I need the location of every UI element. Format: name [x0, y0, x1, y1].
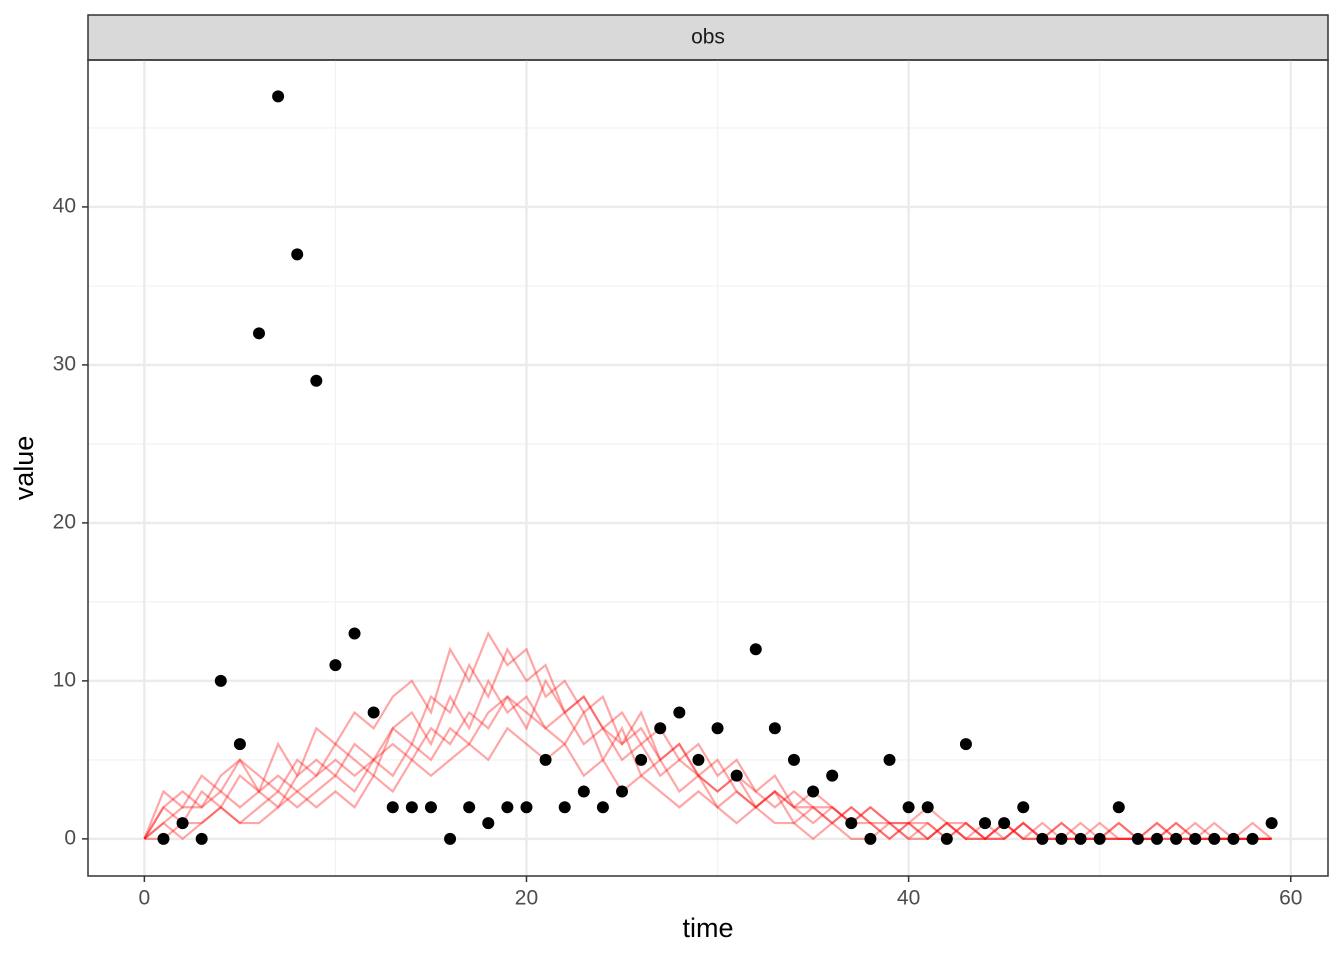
observation-point: [845, 817, 858, 830]
observation-point: [520, 801, 533, 814]
observation-point: [940, 832, 953, 845]
observation-point: [253, 327, 266, 340]
observation-point: [1055, 832, 1068, 845]
observation-point: [233, 738, 246, 751]
observation-point: [329, 659, 342, 672]
simulation-line: [143, 631, 1272, 841]
observation-point: [692, 753, 705, 766]
observation-point: [787, 753, 800, 766]
y-tick-label: 30: [53, 352, 76, 375]
facet-strip: [87, 14, 1329, 61]
x-tick-label: 0: [139, 887, 151, 910]
observation-point: [768, 722, 781, 735]
observation-point: [424, 801, 437, 814]
observation-point: [482, 817, 495, 830]
x-axis-title: time: [682, 913, 733, 943]
observation-point: [1170, 832, 1183, 845]
x-tick-label: 60: [1279, 887, 1302, 910]
x-tick-label: 40: [897, 887, 920, 910]
observation-point: [596, 801, 609, 814]
observation-point: [883, 753, 896, 766]
observation-point: [195, 832, 208, 845]
observation-point: [673, 706, 686, 719]
observation-point: [405, 801, 418, 814]
observation-point: [463, 801, 476, 814]
observation-point: [730, 769, 743, 782]
observation-point: [998, 817, 1011, 830]
observation-point: [157, 832, 170, 845]
observation-point: [826, 769, 839, 782]
observation-point: [1265, 817, 1278, 830]
observation-point: [616, 785, 629, 798]
observation-point: [1227, 832, 1240, 845]
observation-point: [1017, 801, 1030, 814]
panel-border: [87, 59, 1329, 877]
observation-point: [654, 722, 667, 735]
observation-point: [921, 801, 934, 814]
observation-point: [539, 753, 552, 766]
observation-point: [176, 817, 189, 830]
observation-point: [749, 643, 762, 656]
simulation-line: [144, 678, 1273, 841]
observation-point: [577, 785, 590, 798]
observation-point: [1093, 832, 1106, 845]
observation-point: [959, 738, 972, 751]
y-tick-label: 40: [53, 194, 76, 217]
observation-point: [501, 801, 514, 814]
observation-point: [1074, 832, 1087, 845]
observation-point: [807, 785, 820, 798]
observation-point: [1189, 832, 1202, 845]
y-tick-label: 20: [53, 510, 76, 533]
observation-point: [711, 722, 724, 735]
y-axis-title: value: [9, 436, 39, 501]
y-tick-label: 0: [64, 826, 76, 849]
observation-point: [979, 817, 992, 830]
observation-point: [214, 674, 227, 687]
observation-point: [902, 801, 915, 814]
observation-point: [291, 248, 304, 261]
simulation-line: [143, 646, 1272, 841]
observation-point: [386, 801, 399, 814]
y-tick-label: 10: [53, 668, 76, 691]
observation-point: [348, 627, 361, 640]
x-tick-label: 20: [515, 887, 538, 910]
observation-point: [635, 753, 648, 766]
observation-point: [310, 374, 323, 387]
facet-label: obs: [691, 26, 725, 49]
observation-point: [444, 832, 457, 845]
observation-point: [367, 706, 380, 719]
observation-point: [558, 801, 571, 814]
observation-point: [864, 832, 877, 845]
observation-point: [272, 90, 285, 103]
observation-point: [1150, 832, 1163, 845]
observation-point: [1036, 832, 1049, 845]
observation-point: [1246, 832, 1259, 845]
observation-point: [1208, 832, 1221, 845]
observation-point: [1131, 832, 1144, 845]
observation-point: [1112, 801, 1125, 814]
